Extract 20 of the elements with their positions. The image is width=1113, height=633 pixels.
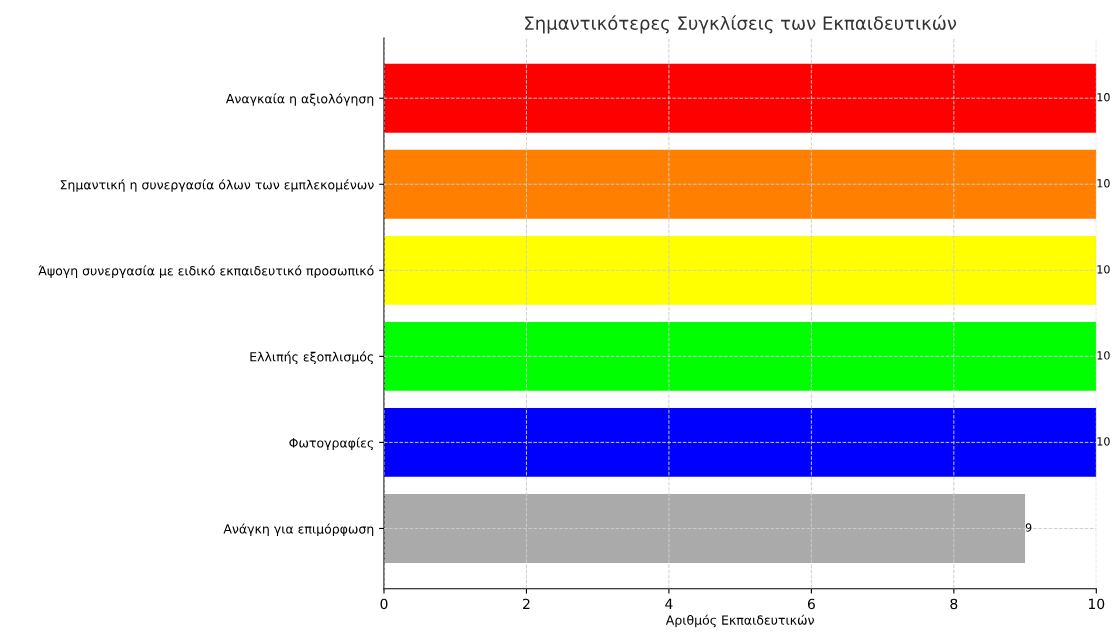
y-tick-label: Φωτογραφίες: [289, 437, 374, 451]
y-tick-label: Αναγκαία η αξιολόγηση: [225, 93, 374, 106]
y-tick-label: Ανάγκη για επιμόρφωση: [223, 523, 374, 537]
y-tick-label: Σημαντική η συνεργασία όλων των εμπλεκομένων: [60, 179, 374, 192]
x-tick-label: 4: [665, 598, 673, 609]
data-label: 10: [1097, 179, 1110, 188]
data-label: 9: [1025, 523, 1032, 532]
x-tick-label: 2: [523, 598, 530, 609]
x-tick-label: 6: [807, 598, 815, 610]
x-axis-title: Αριθμός Εκπαιδευτικών: [665, 614, 814, 628]
x-tick-label: 10: [1088, 598, 1105, 610]
chart-title: Σημαντικότερες Συγκλίσεις των Εκπαιδευτικών: [525, 15, 957, 34]
data-label: 10: [1097, 351, 1110, 360]
y-tick-label: Ελλιπής εξοπλισμός: [250, 351, 374, 364]
data-label: 10: [1097, 265, 1110, 274]
x-tick-label: 0: [380, 598, 388, 610]
x-tick-label: 8: [950, 598, 958, 610]
data-label: 10: [1097, 93, 1110, 102]
y-tick-label: Άψογη συνεργασία με ειδικό εκπαιδευτικό προσωπικό: [38, 265, 374, 278]
data-label: 10: [1097, 437, 1110, 446]
